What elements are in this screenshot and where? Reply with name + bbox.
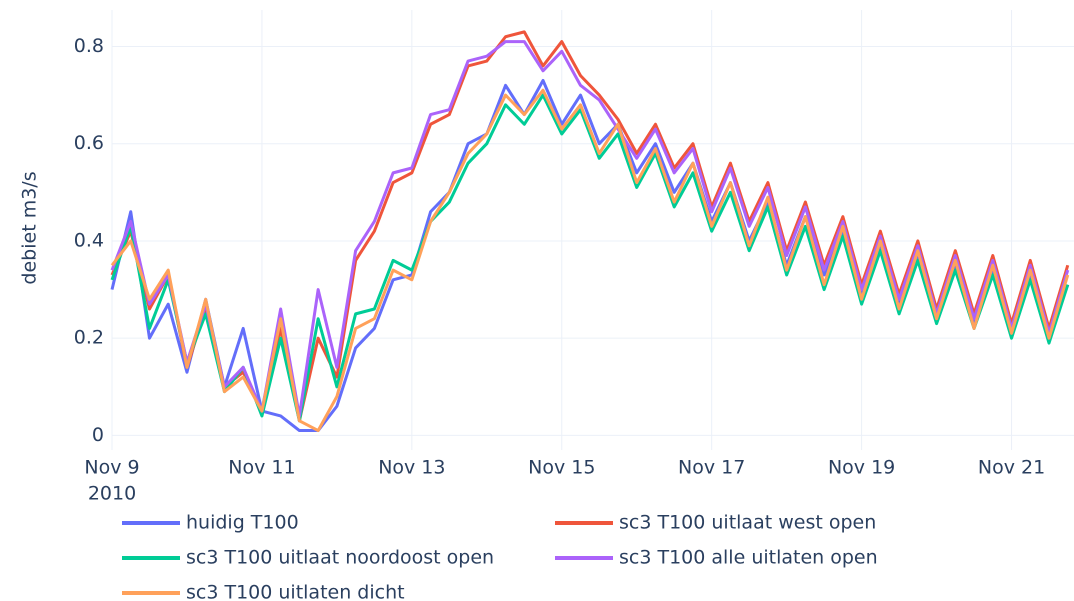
legend-label: sc3 T100 uitlaten dicht — [186, 582, 405, 601]
x-tick-label: Nov 21 — [978, 457, 1045, 479]
x-tick-label: Nov 9 — [84, 457, 139, 479]
y-axis-label: debiet m3/s — [19, 171, 41, 284]
y-tick-label: 0.8 — [74, 35, 104, 57]
series-line — [110, 40, 1070, 418]
x-tick-label: Nov 19 — [828, 457, 895, 479]
legend-label: sc3 T100 alle uitlaten open — [619, 547, 878, 569]
series-line — [110, 30, 1070, 423]
x-tick-label: Nov 15 — [528, 457, 595, 479]
legend-label: sc3 T100 uitlaat noordoost open — [186, 547, 494, 569]
legend-background — [0, 502, 1074, 601]
y-tick-label: 0.2 — [74, 327, 104, 349]
y-tick-label: 0.4 — [74, 229, 104, 251]
series-line — [110, 88, 1070, 433]
legend-label: huidig T100 — [186, 512, 299, 534]
x-tick-label: Nov 17 — [678, 457, 745, 479]
x-tick-label: Nov 11 — [228, 457, 295, 479]
x-tick-label: Nov 13 — [378, 457, 445, 479]
y-tick-label: 0.6 — [74, 132, 104, 154]
legend-label: sc3 T100 uitlaat west open — [619, 512, 876, 534]
series-line — [110, 93, 1070, 423]
y-tick-label: 0 — [92, 424, 104, 446]
x-year-label: 2010 — [88, 483, 136, 505]
